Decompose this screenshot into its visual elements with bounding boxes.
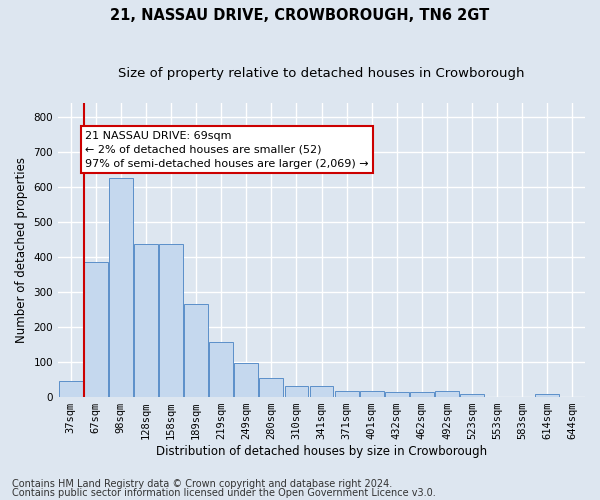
Bar [360,392,383,396]
Y-axis label: Number of detached properties: Number of detached properties [15,156,28,342]
Bar [235,362,258,396]
Title: Size of property relative to detached houses in Crowborough: Size of property relative to detached ho… [118,68,525,80]
Bar [159,244,183,396]
Text: 21, NASSAU DRIVE, CROWBOROUGH, TN6 2GT: 21, NASSAU DRIVE, CROWBOROUGH, TN6 2GT [110,8,490,22]
Text: Contains public sector information licensed under the Open Government Licence v3: Contains public sector information licen… [12,488,436,498]
Bar [184,304,208,396]
Bar [535,394,559,396]
Bar [209,342,233,396]
X-axis label: Distribution of detached houses by size in Crowborough: Distribution of detached houses by size … [156,444,487,458]
Bar [460,394,484,396]
Bar [310,386,334,396]
Bar [435,392,459,396]
Text: 21 NASSAU DRIVE: 69sqm
← 2% of detached houses are smaller (52)
97% of semi-deta: 21 NASSAU DRIVE: 69sqm ← 2% of detached … [85,130,369,168]
Text: Contains HM Land Registry data © Crown copyright and database right 2024.: Contains HM Land Registry data © Crown c… [12,479,392,489]
Bar [385,392,409,396]
Bar [134,244,158,396]
Bar [84,262,107,396]
Bar [284,386,308,396]
Bar [259,378,283,396]
Bar [59,381,83,396]
Bar [335,390,359,396]
Bar [109,178,133,396]
Bar [410,392,434,396]
